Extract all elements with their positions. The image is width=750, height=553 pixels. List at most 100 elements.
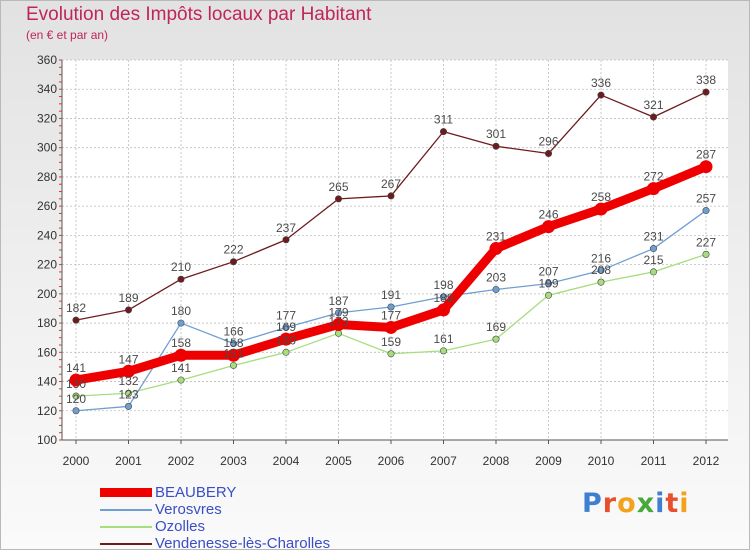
data-point <box>334 329 342 337</box>
data-point <box>122 364 135 378</box>
logo-letter: r <box>602 488 618 519</box>
data-label: 189 <box>118 291 138 305</box>
x-tick-label: 2005 <box>325 454 352 468</box>
chart-subtitle: (en € et par an) <box>26 28 109 42</box>
series-ozolles <box>72 250 710 400</box>
data-label: 311 <box>434 113 453 127</box>
data-point <box>544 150 552 158</box>
legend-swatch <box>100 543 152 545</box>
data-point <box>699 160 713 174</box>
data-label: 272 <box>643 170 663 184</box>
data-point <box>227 348 240 362</box>
y-tick-label: 220 <box>37 258 57 272</box>
data-point <box>544 291 552 299</box>
x-tick-label: 2009 <box>535 454 562 468</box>
data-label: 187 <box>328 294 348 308</box>
data-point <box>492 142 500 150</box>
data-point <box>492 335 500 343</box>
proxiti-logo: Proxiti <box>582 488 690 519</box>
data-point <box>647 182 660 196</box>
data-label: 227 <box>696 235 716 249</box>
data-label: 141 <box>66 361 86 375</box>
data-point <box>544 280 552 288</box>
data-label: 321 <box>643 98 663 112</box>
data-label: 199 <box>538 276 558 290</box>
data-point <box>384 320 398 334</box>
x-tick-label: 2010 <box>588 454 615 468</box>
data-label: 287 <box>696 148 716 162</box>
y-tick-label: 360 <box>37 53 57 67</box>
data-point <box>387 350 395 358</box>
y-tick-label: 240 <box>37 228 57 242</box>
data-label: 151 <box>223 346 243 360</box>
data-point <box>72 316 80 324</box>
y-tick-label: 340 <box>37 82 57 96</box>
data-label: 179 <box>328 306 348 320</box>
y-tick-label: 160 <box>37 345 57 359</box>
data-label: 169 <box>276 320 296 334</box>
data-point <box>492 285 500 293</box>
data-point <box>230 258 238 266</box>
data-point <box>174 348 188 362</box>
logo-letter: P <box>582 488 603 519</box>
data-point <box>177 376 185 384</box>
data-point <box>69 373 83 387</box>
data-point <box>334 309 342 317</box>
y-tick-label: 280 <box>37 170 57 184</box>
data-label: 208 <box>591 263 611 277</box>
x-tick-label: 2002 <box>168 454 195 468</box>
data-point <box>702 88 710 96</box>
y-tick-label: 260 <box>37 199 57 213</box>
y-tick-label: 200 <box>37 287 57 301</box>
series-vendenesse-l-s-charolles <box>72 88 710 324</box>
x-tick-label: 2012 <box>693 454 720 468</box>
logo-letter: i <box>655 488 666 519</box>
x-tick-label: 2008 <box>483 454 510 468</box>
data-label: 189 <box>433 291 453 305</box>
logo-letter: x <box>636 488 656 519</box>
x-tick-label: 2011 <box>641 454 667 468</box>
data-label: 296 <box>538 135 558 149</box>
x-tick-label: 2001 <box>115 454 142 468</box>
series-beaubery <box>69 160 713 387</box>
data-point <box>597 266 605 274</box>
data-point <box>542 220 555 234</box>
data-label: 215 <box>643 253 663 267</box>
data-label: 169 <box>486 320 506 334</box>
y-tick-label: 140 <box>37 375 57 389</box>
data-label: 258 <box>591 190 611 204</box>
data-point <box>177 319 185 327</box>
x-tick-label: 2003 <box>220 454 247 468</box>
x-tick-label: 2004 <box>273 454 300 468</box>
y-tick-label: 300 <box>37 141 57 155</box>
data-label: 123 <box>118 387 138 401</box>
data-label: 173 <box>328 314 348 328</box>
data-label: 231 <box>486 230 506 244</box>
logo-letter: t <box>665 488 680 519</box>
data-point <box>489 242 503 256</box>
data-point <box>282 348 290 356</box>
data-point <box>649 113 657 121</box>
data-label: 216 <box>591 251 611 265</box>
series-verosvres <box>72 207 710 415</box>
data-label: 132 <box>118 374 138 388</box>
data-label: 159 <box>381 335 401 349</box>
logo-letter: i <box>679 488 690 519</box>
data-label: 336 <box>591 76 611 90</box>
data-label: 191 <box>381 288 401 302</box>
data-label: 177 <box>381 308 401 322</box>
data-point <box>279 332 293 346</box>
data-point <box>597 91 605 99</box>
data-label: 267 <box>381 177 401 191</box>
data-label: 198 <box>433 278 453 292</box>
data-label: 301 <box>486 127 506 141</box>
x-tick-label: 2007 <box>430 454 457 468</box>
data-point <box>702 250 710 258</box>
plot-area <box>62 60 728 440</box>
data-label: 177 <box>276 308 296 322</box>
data-point <box>72 392 80 400</box>
data-label: 147 <box>118 352 138 366</box>
data-point <box>332 318 345 332</box>
legend-swatch <box>100 509 152 511</box>
